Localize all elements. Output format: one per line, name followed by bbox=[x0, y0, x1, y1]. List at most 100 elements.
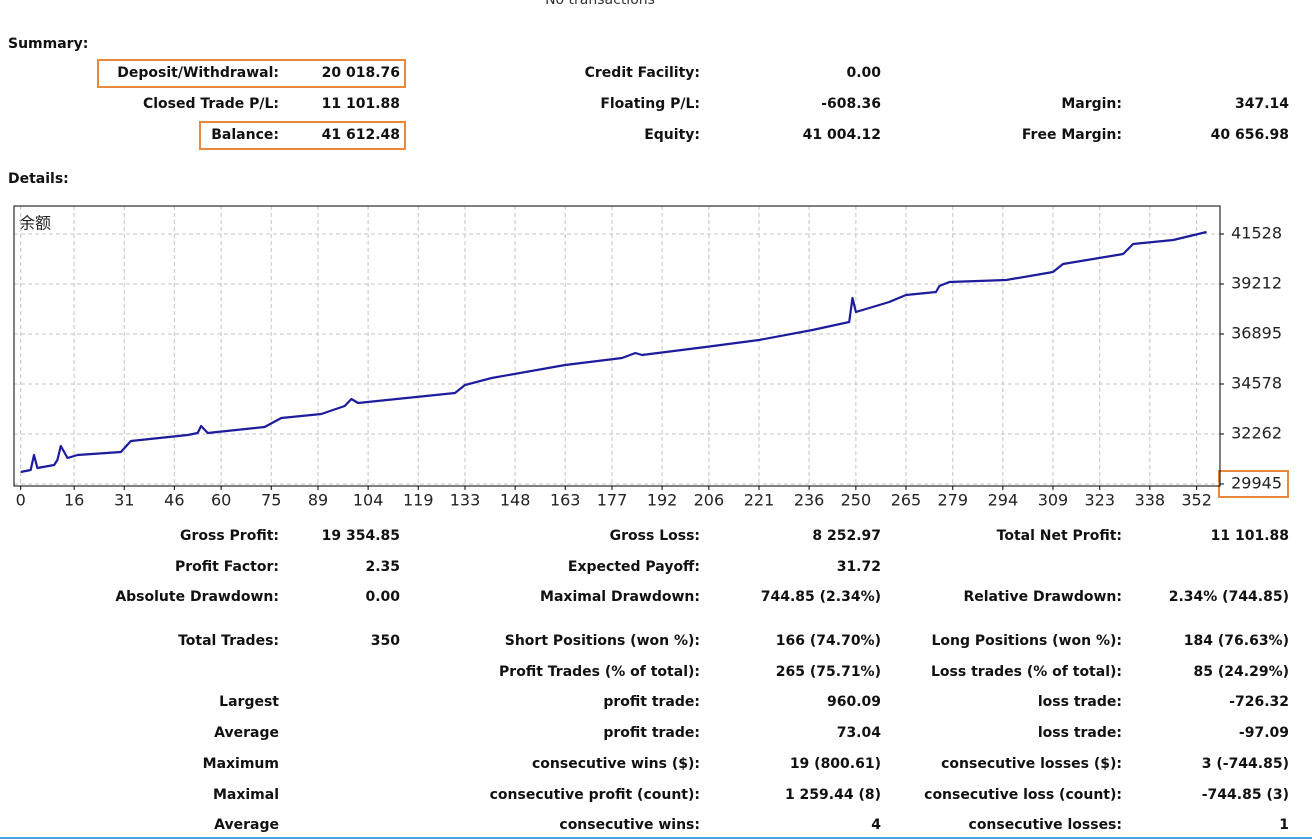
cell-label: Floating P/L: bbox=[600, 96, 700, 112]
cell-label: Gross Profit: bbox=[179, 528, 279, 544]
balance-line bbox=[20, 230, 1207, 474]
cell-value: 960.09 bbox=[826, 694, 881, 710]
x-tick-label: 221 bbox=[744, 491, 775, 510]
cell-value: 19 354.85 bbox=[321, 528, 400, 544]
cell-value: 350 bbox=[370, 633, 400, 649]
cell-value: 73.04 bbox=[836, 725, 881, 741]
y-tick-label: 39212 bbox=[1231, 273, 1282, 292]
cell-value: 8 252.97 bbox=[812, 528, 881, 544]
x-tick-label: 0 bbox=[16, 491, 26, 510]
x-tick-label: 60 bbox=[211, 491, 231, 510]
x-tick-label: 192 bbox=[647, 491, 678, 510]
summary-title: Summary: bbox=[8, 36, 89, 52]
cell-value: 41 004.12 bbox=[802, 127, 881, 143]
x-tick-label: 265 bbox=[891, 491, 922, 510]
cell-label: Total Trades: bbox=[178, 633, 279, 649]
details-title: Details: bbox=[8, 171, 69, 187]
x-tick-label: 148 bbox=[500, 491, 531, 510]
cell-value: 4 bbox=[871, 817, 881, 833]
cell-value: -744.85 (3) bbox=[1201, 787, 1289, 803]
cell-value: 20 018.76 bbox=[321, 65, 400, 81]
cell-label: Credit Facility: bbox=[584, 65, 700, 81]
cell-value: 744.85 (2.34%) bbox=[760, 589, 881, 605]
cell-label: consecutive profit (count): bbox=[489, 787, 700, 803]
cell-label: Largest bbox=[219, 694, 279, 710]
cell-value: 41 612.48 bbox=[321, 127, 400, 143]
x-tick-label: 279 bbox=[937, 491, 968, 510]
x-tick-label: 89 bbox=[308, 491, 328, 510]
cell-value: 347.14 bbox=[1234, 96, 1289, 112]
cell-label: Balance: bbox=[211, 127, 279, 143]
x-tick-label: 133 bbox=[450, 491, 481, 510]
x-tick-label: 309 bbox=[1038, 491, 1069, 510]
x-tick-label: 352 bbox=[1181, 491, 1212, 510]
cell-label: Average bbox=[214, 817, 279, 833]
x-tick-label: 163 bbox=[550, 491, 581, 510]
cell-label: consecutive losses ($): bbox=[941, 756, 1122, 772]
cell-value: 2.34% (744.85) bbox=[1168, 589, 1289, 605]
x-tick-label: 104 bbox=[353, 491, 384, 510]
highlight-box bbox=[97, 59, 406, 88]
cell-value: 11 101.88 bbox=[321, 96, 400, 112]
cell-label: Profit Trades (% of total): bbox=[499, 664, 700, 680]
cell-value: 265 (75.71%) bbox=[775, 664, 881, 680]
x-tick-label: 46 bbox=[164, 491, 184, 510]
y-tick-label: 41528 bbox=[1231, 223, 1282, 242]
cell-label: Deposit/Withdrawal: bbox=[117, 65, 279, 81]
x-tick-label: 294 bbox=[988, 491, 1019, 510]
cell-label: Total Net Profit: bbox=[996, 528, 1122, 544]
cell-value: 166 (74.70%) bbox=[775, 633, 881, 649]
cell-value: -608.36 bbox=[821, 96, 881, 112]
y-tick-label: 29945 bbox=[1231, 473, 1282, 492]
cell-value: -726.32 bbox=[1229, 694, 1289, 710]
cell-value: 31.72 bbox=[836, 559, 881, 575]
cell-label: Closed Trade P/L: bbox=[142, 96, 279, 112]
x-tick-label: 75 bbox=[261, 491, 281, 510]
x-tick-label: 31 bbox=[114, 491, 134, 510]
cell-label: consecutive loss (count): bbox=[924, 787, 1122, 803]
cell-label: loss trade: bbox=[1037, 725, 1122, 741]
bottom-border bbox=[0, 837, 1312, 839]
cell-value: 19 (800.61) bbox=[789, 756, 881, 772]
cell-value: -97.09 bbox=[1238, 725, 1289, 741]
cell-label: Loss trades (% of total): bbox=[931, 664, 1122, 680]
cell-label: Maximal Drawdown: bbox=[540, 589, 700, 605]
y-tick-label: 32262 bbox=[1231, 423, 1282, 442]
x-tick-label: 206 bbox=[694, 491, 725, 510]
cell-value: 11 101.88 bbox=[1210, 528, 1289, 544]
cell-label: profit trade: bbox=[603, 694, 700, 710]
cell-value: 0.00 bbox=[365, 589, 400, 605]
cell-label: Margin: bbox=[1061, 96, 1122, 112]
cell-label: Absolute Drawdown: bbox=[115, 589, 279, 605]
cell-label: Long Positions (won %): bbox=[931, 633, 1122, 649]
highlight-box bbox=[199, 121, 406, 150]
cell-label: loss trade: bbox=[1037, 694, 1122, 710]
cell-value: 1 bbox=[1279, 817, 1289, 833]
cell-value: 3 (-744.85) bbox=[1201, 756, 1289, 772]
y-tick-label: 34578 bbox=[1231, 373, 1282, 392]
cell-label: Equity: bbox=[644, 127, 700, 143]
cell-value: 184 (76.63%) bbox=[1183, 633, 1289, 649]
y-tick-label: 36895 bbox=[1231, 323, 1282, 342]
cell-label: Profit Factor: bbox=[174, 559, 279, 575]
cell-label: Short Positions (won %): bbox=[504, 633, 700, 649]
cell-label: Maximum bbox=[202, 756, 279, 772]
cell-value: 1 259.44 (8) bbox=[784, 787, 881, 803]
chart-title: 余额 bbox=[19, 214, 51, 233]
x-tick-label: 16 bbox=[64, 491, 84, 510]
cell-label: Gross Loss: bbox=[609, 528, 700, 544]
cell-value: 40 656.98 bbox=[1210, 127, 1289, 143]
cell-label: Relative Drawdown: bbox=[963, 589, 1122, 605]
cell-label: consecutive wins: bbox=[559, 817, 700, 833]
x-tick-label: 119 bbox=[403, 491, 434, 510]
cell-label: Expected Payoff: bbox=[567, 559, 700, 575]
x-tick-label: 250 bbox=[841, 491, 872, 510]
x-tick-label: 236 bbox=[794, 491, 825, 510]
x-tick-label: 323 bbox=[1084, 491, 1115, 510]
cell-label: profit trade: bbox=[603, 725, 700, 741]
x-tick-label: 338 bbox=[1135, 491, 1166, 510]
x-tick-label: 177 bbox=[597, 491, 628, 510]
cell-label: Maximal bbox=[212, 787, 279, 803]
